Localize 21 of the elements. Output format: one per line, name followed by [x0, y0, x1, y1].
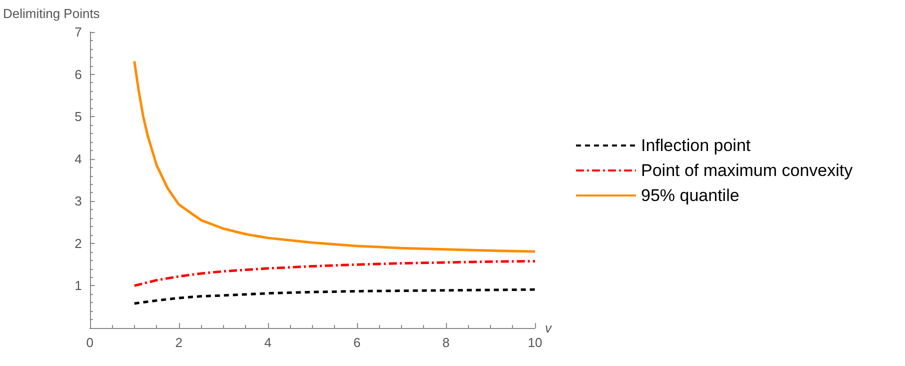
y-tick-label: 3	[74, 194, 82, 209]
legend-label: 95% quantile	[641, 186, 740, 205]
x-tick-label: 4	[264, 335, 272, 350]
x-tick-label: 6	[353, 335, 361, 350]
x-tick-label: 10	[528, 335, 542, 350]
x-tick-label: 0	[86, 335, 94, 350]
y-tick-label: 5	[74, 109, 82, 124]
x-tick-label: 2	[175, 335, 182, 350]
y-tick-label: 7	[74, 24, 82, 40]
y-tick-label: 4	[74, 151, 82, 166]
x-tick-label: 8	[442, 335, 450, 350]
line-series	[133, 288, 536, 305]
line-series	[133, 60, 536, 253]
y-tick-label: 1	[74, 278, 82, 294]
legend-label: Inflection point	[641, 136, 751, 155]
y-tick-label: 2	[74, 236, 82, 251]
line-series	[133, 260, 536, 287]
y-axis-title: Delimiting Points	[2, 6, 100, 21]
y-tick-label: 6	[74, 66, 82, 82]
legend-label: Point of maximum convexity	[641, 161, 854, 180]
x-axis-title: v	[545, 320, 553, 336]
